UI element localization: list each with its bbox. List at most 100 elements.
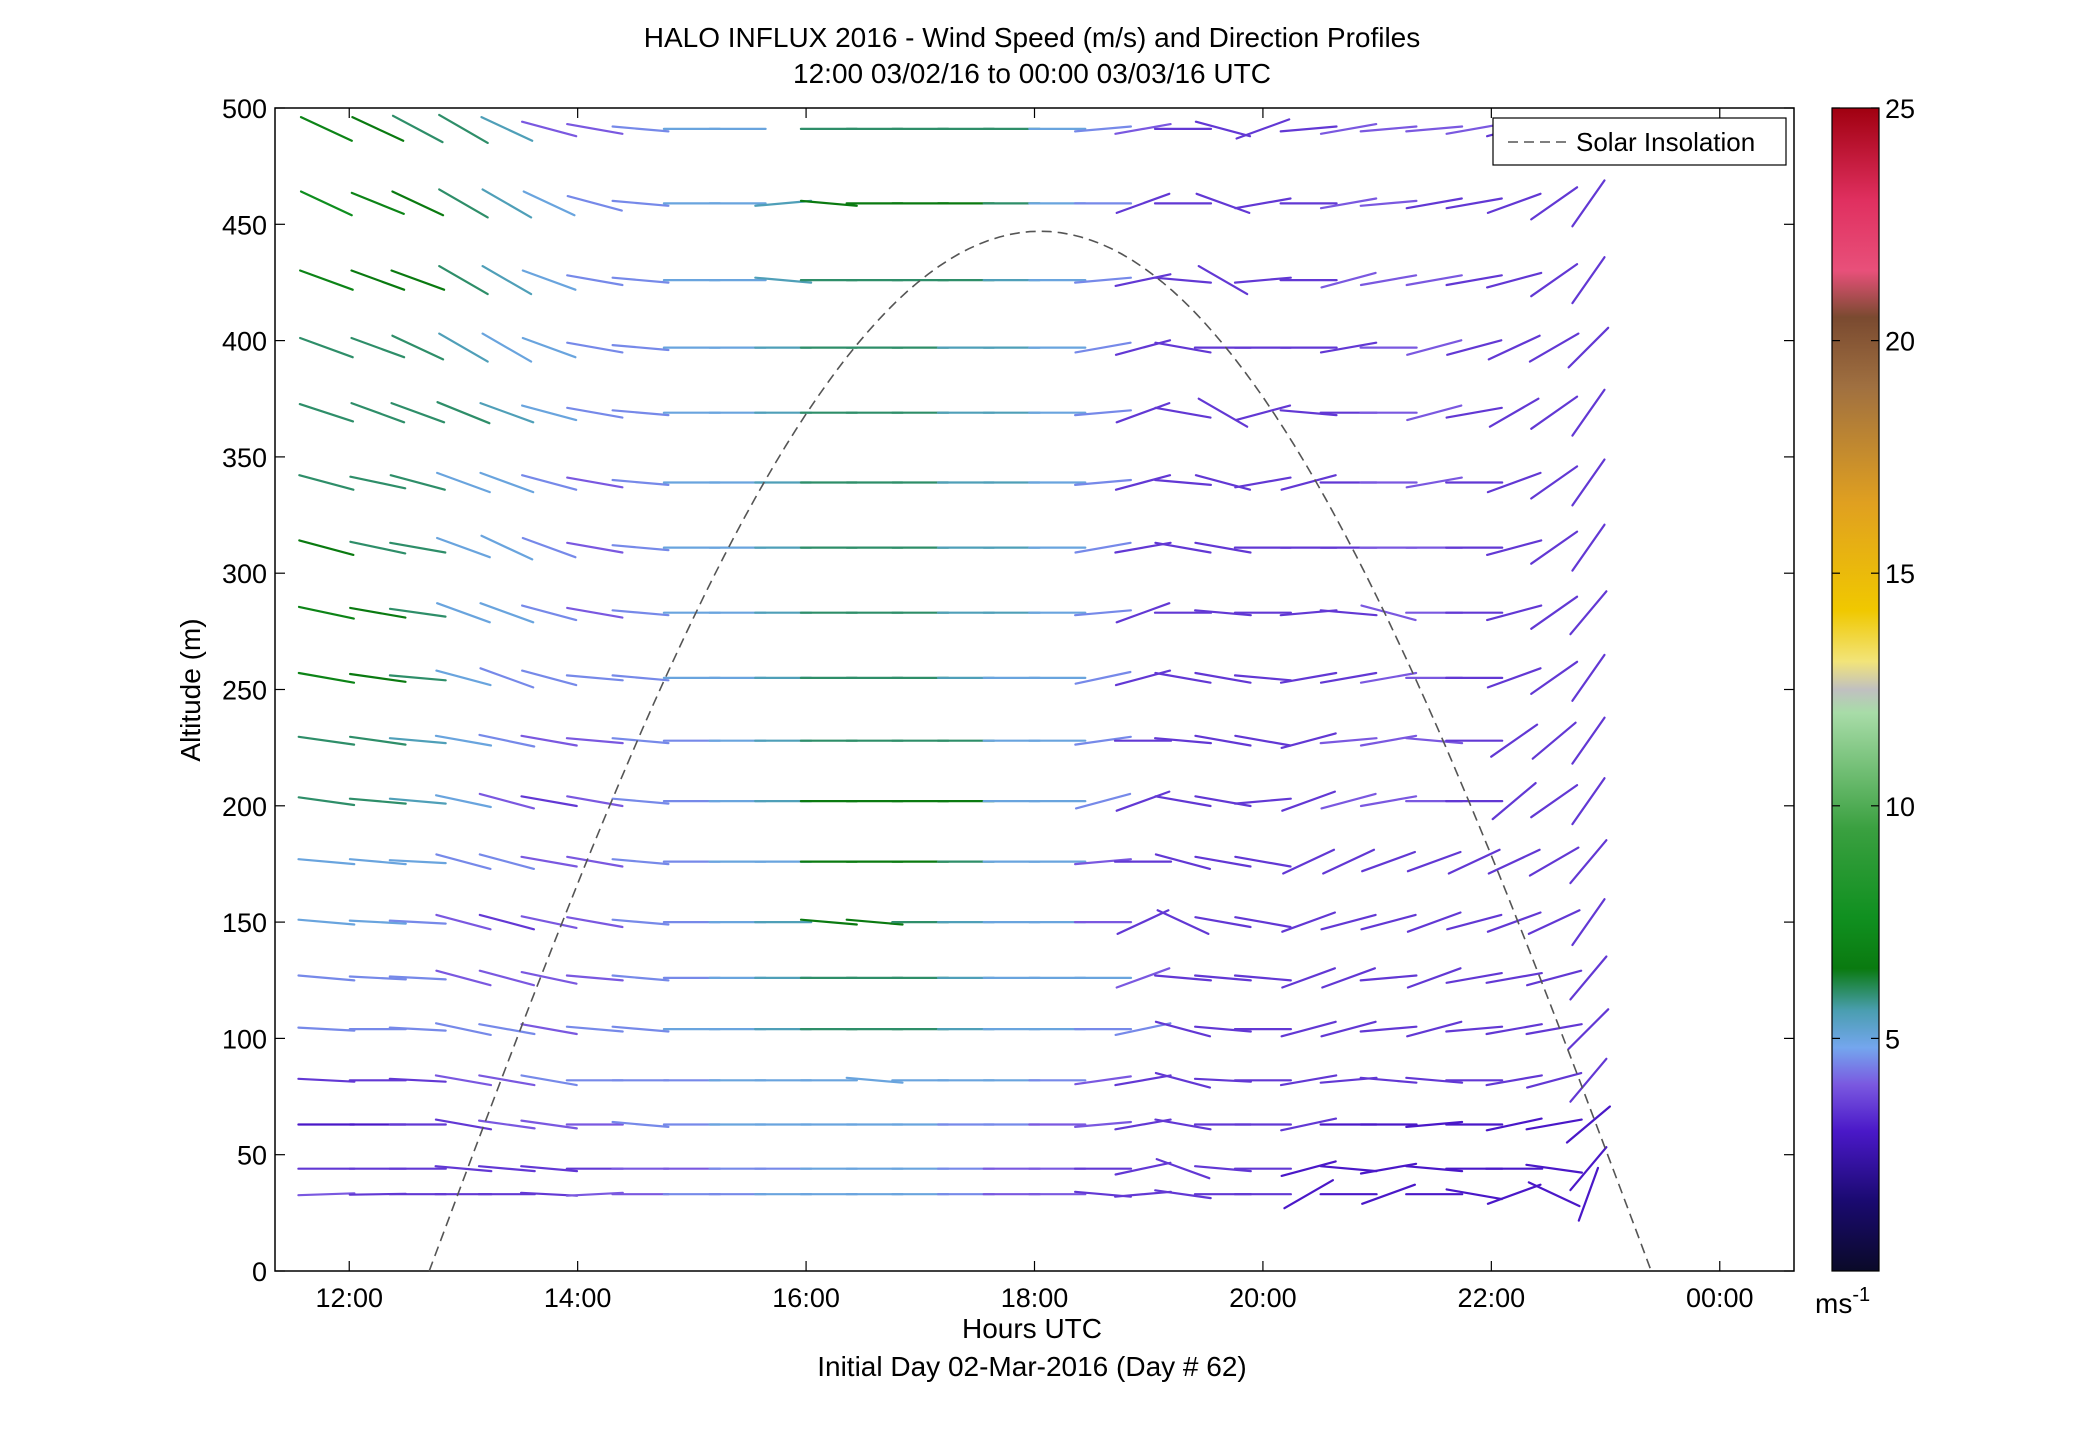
wind-barb-8-20 bbox=[1194, 795, 1252, 808]
wind-barb-16-3 bbox=[438, 265, 489, 296]
wind-barb-12-28 bbox=[1530, 530, 1579, 565]
wind-barb-9-1 bbox=[349, 735, 407, 746]
wind-barb-2-3 bbox=[434, 1118, 493, 1131]
wind-barb-18-4 bbox=[480, 115, 534, 142]
wind-barb-9-29 bbox=[1571, 716, 1606, 765]
wind-barb-12-27 bbox=[1485, 539, 1543, 557]
wind-barb-4-6 bbox=[565, 1025, 624, 1033]
wind-barb-14-25 bbox=[1406, 404, 1463, 422]
wind-barb-10-19 bbox=[1154, 671, 1212, 684]
wind-barb-14-17 bbox=[1073, 409, 1133, 417]
wind-barb-7-17 bbox=[1073, 858, 1133, 866]
wind-barb-11-23 bbox=[1319, 609, 1378, 617]
wind-barb-4-7 bbox=[611, 1025, 670, 1033]
wind-barb-6-24 bbox=[1360, 913, 1417, 931]
wind-barb-6-11 bbox=[799, 918, 858, 926]
wind-barb-9-7 bbox=[611, 737, 670, 745]
wind-barb-17-5 bbox=[522, 190, 576, 217]
wind-barb-6-3 bbox=[435, 913, 492, 931]
wind-barb-12-3 bbox=[436, 536, 491, 559]
wind-barb-9-5 bbox=[520, 734, 578, 747]
wind-barb-7-22 bbox=[1282, 848, 1336, 875]
wind-barb-10-3 bbox=[435, 669, 492, 687]
wind-barb-1-25 bbox=[1405, 1165, 1464, 1173]
wind-barb-13-6 bbox=[566, 476, 624, 489]
wind-barb-7-1 bbox=[348, 858, 407, 866]
y-tick-label-1: 50 bbox=[237, 1141, 267, 1171]
wind-barb-1-5 bbox=[520, 1165, 579, 1173]
wind-barb-17-11 bbox=[799, 199, 858, 207]
wind-barb-15-27 bbox=[1487, 334, 1541, 361]
wind-barb-8-17 bbox=[1074, 792, 1132, 810]
x-tick-label-5: 22:00 bbox=[1458, 1283, 1526, 1313]
wind-barb-0-28 bbox=[1527, 1181, 1581, 1208]
wind-barb-7-23 bbox=[1322, 848, 1376, 875]
wind-barb-5-22 bbox=[1281, 967, 1337, 989]
wind-barb-5-7 bbox=[611, 974, 670, 982]
wind-barb-10-21 bbox=[1233, 674, 1292, 682]
wind-barb-13-2 bbox=[389, 474, 446, 491]
wind-barb-15-29 bbox=[1567, 326, 1610, 369]
wind-barb-13-5 bbox=[520, 474, 578, 491]
wind-barb-4-18 bbox=[1114, 1022, 1172, 1037]
wind-barb-13-17 bbox=[1073, 478, 1133, 486]
wind-barb-11-1 bbox=[349, 606, 407, 619]
wind-barb-3-29 bbox=[1569, 1057, 1608, 1103]
wind-barb-12-7 bbox=[611, 544, 670, 552]
wind-barb-12-17 bbox=[1074, 541, 1132, 554]
wind-barb-11-27 bbox=[1485, 604, 1543, 622]
x-axis-label: Hours UTC bbox=[962, 1313, 1102, 1344]
wind-barb-5-5 bbox=[520, 970, 578, 985]
wind-barb-18-20 bbox=[1194, 120, 1252, 138]
wind-barb-12-5 bbox=[521, 536, 577, 559]
wind-barb-4-2 bbox=[388, 1026, 447, 1032]
wind-barb-17-21 bbox=[1234, 197, 1292, 210]
wind-barb-5-27 bbox=[1485, 971, 1543, 984]
y-tick-label-5: 250 bbox=[222, 676, 267, 706]
wind-barb-18-24 bbox=[1359, 125, 1418, 133]
wind-barb-3-22 bbox=[1279, 1074, 1338, 1087]
legend-label-solar: Solar Insolation bbox=[1576, 127, 1755, 157]
wind-barb-16-21 bbox=[1233, 276, 1292, 284]
colorbar-unit-label: ms-1 bbox=[1815, 1284, 1870, 1319]
wind-barb-18-2 bbox=[391, 114, 444, 144]
wind-barb-6-19 bbox=[1156, 909, 1210, 936]
y-tick-label-4: 200 bbox=[222, 792, 267, 822]
wind-barb-5-4 bbox=[478, 969, 536, 987]
wind-barb-16-19 bbox=[1153, 276, 1213, 284]
colorbar-unit-superscript: -1 bbox=[1852, 1284, 1870, 1306]
wind-barb-17-24 bbox=[1359, 199, 1418, 207]
wind-barb-14-19 bbox=[1154, 406, 1212, 419]
wind-barb-6-18 bbox=[1116, 909, 1170, 936]
wind-barb-3-24 bbox=[1359, 1076, 1418, 1084]
wind-barb-16-24 bbox=[1359, 274, 1418, 287]
wind-barb-1-22 bbox=[1280, 1160, 1337, 1178]
wind-barb-17-27 bbox=[1486, 192, 1542, 214]
wind-barb-4-23 bbox=[1320, 1020, 1377, 1038]
wind-barb-1-29 bbox=[1569, 1146, 1608, 1192]
wind-barb-5-24 bbox=[1359, 974, 1418, 982]
wind-barb-8-0 bbox=[297, 796, 356, 807]
wind-barb-17-23 bbox=[1319, 197, 1378, 210]
wind-barb-8-19 bbox=[1154, 795, 1212, 808]
wind-barb-14-5 bbox=[520, 404, 578, 422]
wind-barb-13-25 bbox=[1405, 476, 1463, 489]
wind-barb-6-7 bbox=[611, 918, 670, 926]
wind-barb-13-4 bbox=[479, 471, 535, 494]
wind-barb-7-2 bbox=[388, 859, 447, 865]
wind-barb-17-3 bbox=[438, 188, 489, 219]
colorbar bbox=[1831, 107, 1880, 1272]
wind-barb-16-20 bbox=[1197, 265, 1249, 296]
wind-barb-11-4 bbox=[479, 602, 535, 624]
wind-barb-8-4 bbox=[478, 792, 536, 810]
wind-barb-4-26 bbox=[1445, 1025, 1504, 1033]
wind-barb-2-29 bbox=[1565, 1105, 1612, 1144]
wind-barb-6-25 bbox=[1406, 911, 1462, 933]
y-tick-label-0: 0 bbox=[252, 1257, 267, 1287]
wind-barb-14-1 bbox=[350, 402, 406, 424]
wind-barb-12-6 bbox=[566, 541, 624, 554]
wind-barb-16-1 bbox=[350, 269, 406, 291]
wind-barb-15-25 bbox=[1406, 339, 1463, 356]
wind-barb-4-24 bbox=[1359, 1025, 1418, 1033]
